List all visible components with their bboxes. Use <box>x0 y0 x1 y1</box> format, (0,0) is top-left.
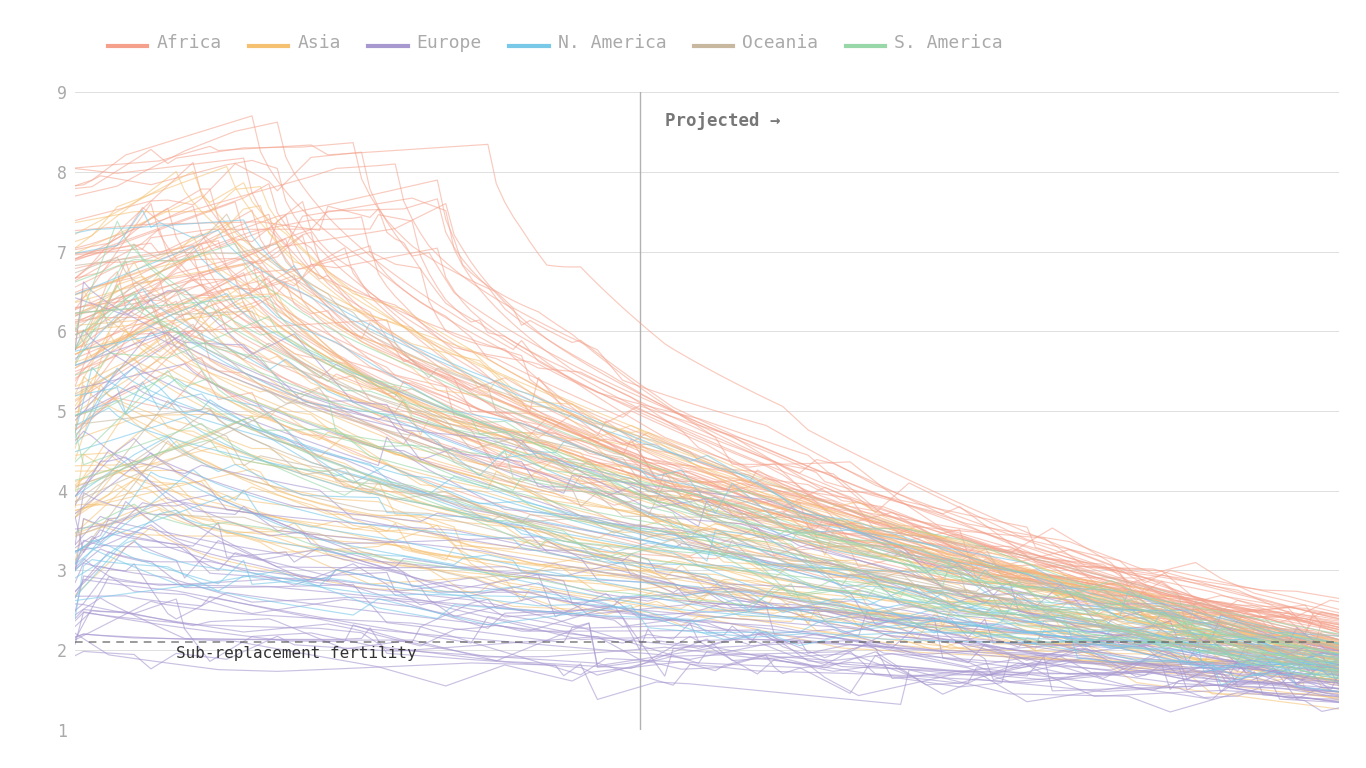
Text: Sub-replacement fertility: Sub-replacement fertility <box>176 646 417 661</box>
Text: Projected →: Projected → <box>665 112 780 130</box>
Legend: Africa, Asia, Europe, N. America, Oceania, S. America: Africa, Asia, Europe, N. America, Oceani… <box>100 31 1011 64</box>
